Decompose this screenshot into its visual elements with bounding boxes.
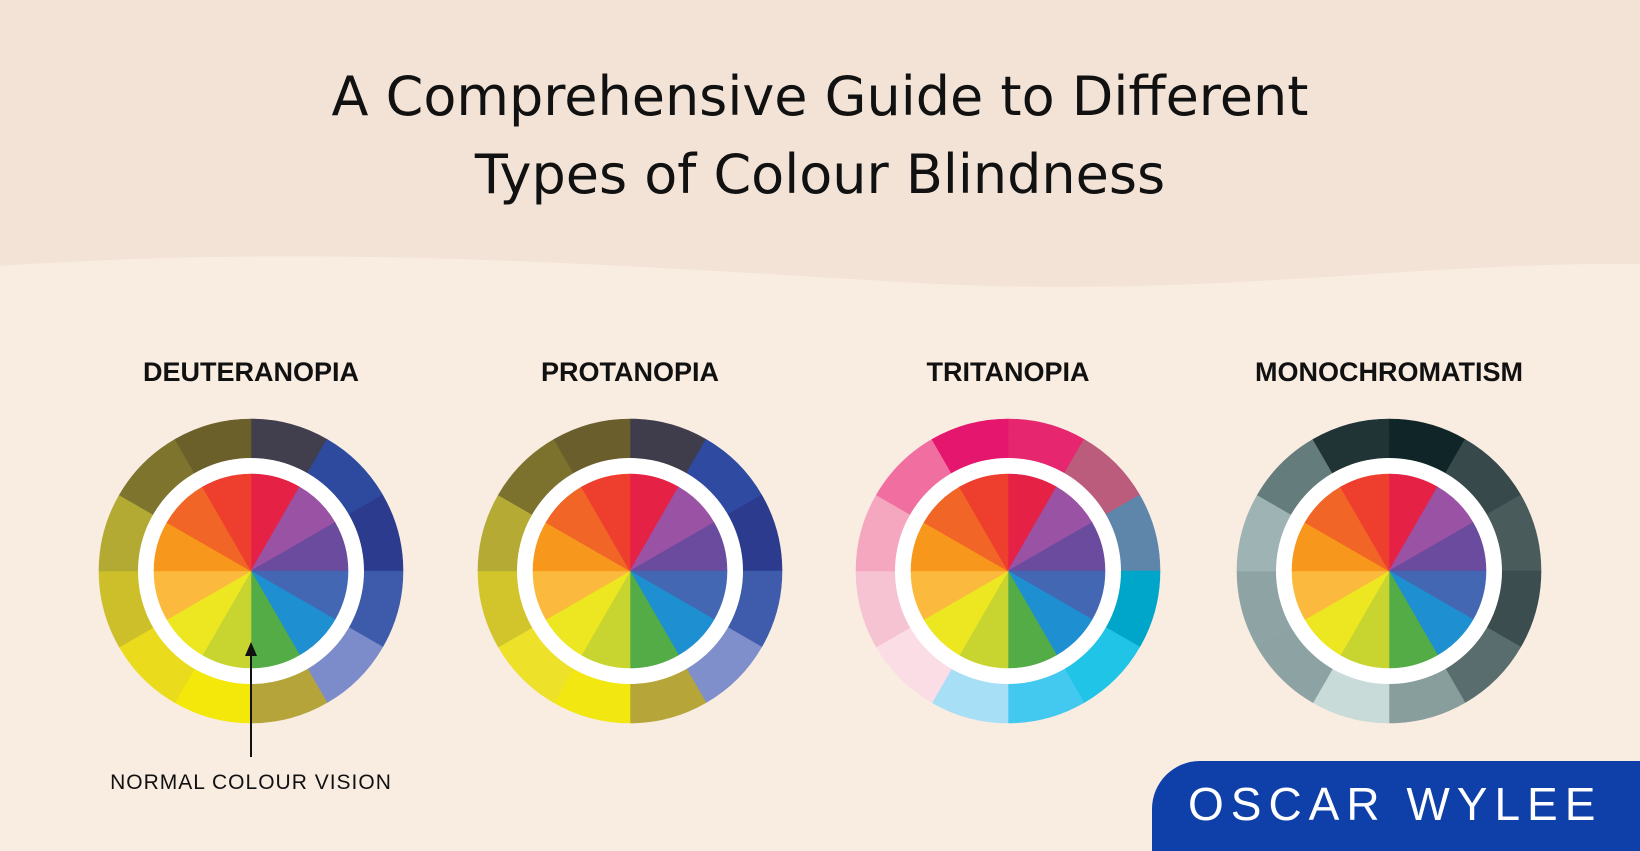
wheel-deuteranopia: DEUTERANOPIA xyxy=(98,357,404,724)
title-line-2: Types of Colour Blindness xyxy=(474,143,1166,206)
title-line-1: A Comprehensive Guide to Different xyxy=(331,65,1309,128)
brand-logo: OSCAR WYLEE xyxy=(1152,761,1640,851)
annotation-label: NORMAL COLOUR VISION xyxy=(110,771,392,794)
normal-vision-wheel xyxy=(153,473,349,669)
inner-wheel-segment xyxy=(959,473,1009,573)
brand-wordmark: OSCAR WYLEE xyxy=(1188,778,1603,830)
inner-wheel-segment xyxy=(1340,473,1390,573)
wheel-label: TRITANOPIA xyxy=(927,357,1090,387)
inner-wheel-segment xyxy=(581,473,631,573)
annotation-arrow xyxy=(245,642,257,757)
normal-vision-wheel xyxy=(532,473,728,669)
wheel-monochromatism: MONOCHROMATISM xyxy=(1236,357,1542,724)
wheel-label: PROTANOPIA xyxy=(541,357,719,387)
normal-vision-wheel xyxy=(910,473,1106,669)
wheel-protanopia: PROTANOPIA xyxy=(477,357,783,724)
wheel-label: DEUTERANOPIA xyxy=(143,357,359,387)
normal-vision-wheel xyxy=(1291,473,1487,669)
wheel-tritanopia: TRITANOPIA xyxy=(855,357,1161,724)
page-title: A Comprehensive Guide to Different Types… xyxy=(0,58,1640,214)
header-band xyxy=(0,0,1640,287)
wheel-label: MONOCHROMATISM xyxy=(1255,357,1523,387)
inner-wheel-segment xyxy=(202,473,252,573)
